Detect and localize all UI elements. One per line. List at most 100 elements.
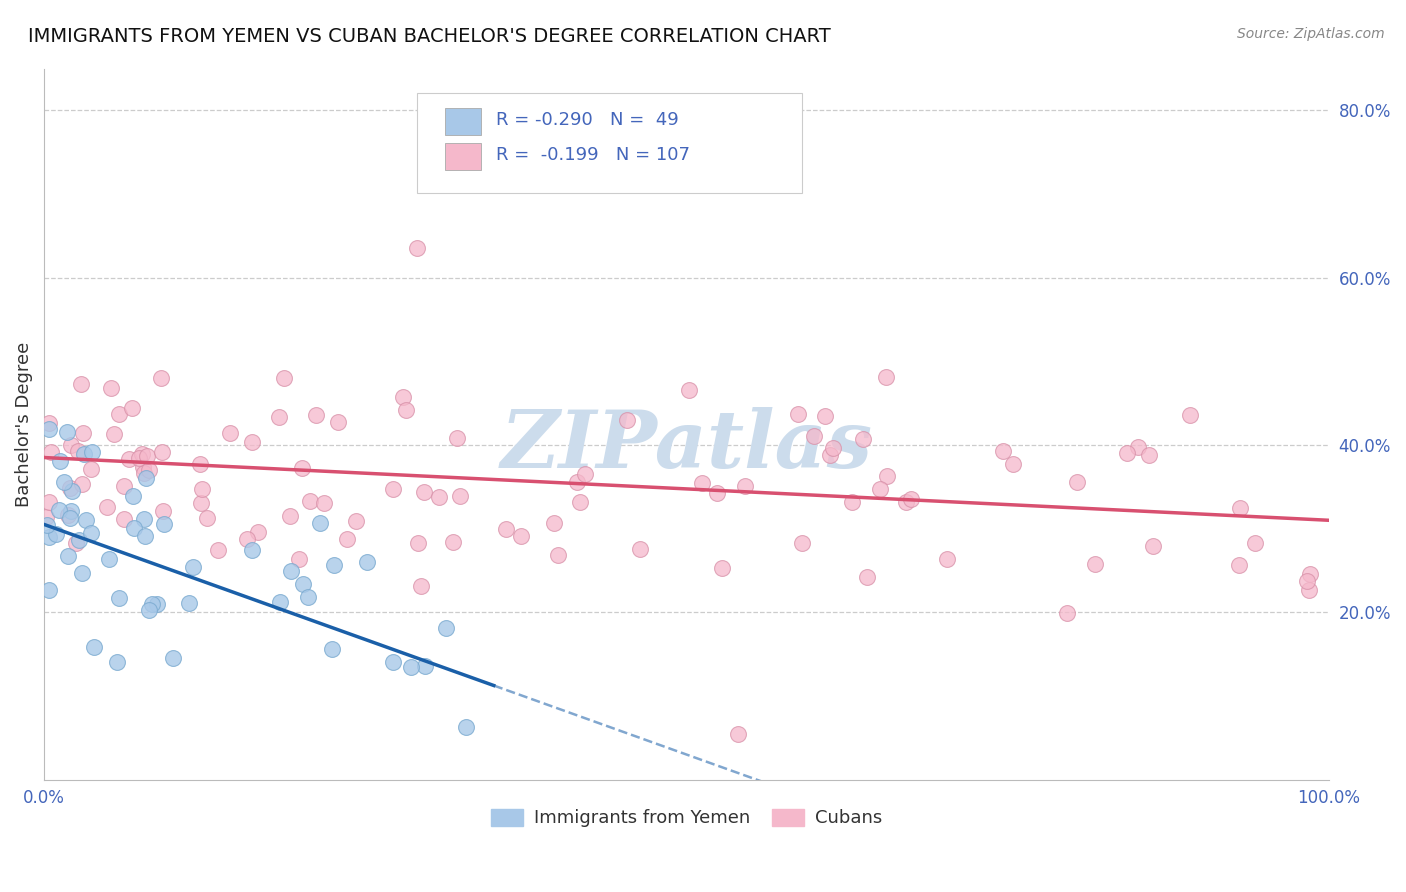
Point: [152, 504, 174, 518]
Point: [80, 445, 103, 459]
Point: [1298, 583, 1320, 598]
Point: [100, 381, 122, 395]
Point: [67, 533, 90, 548]
Point: [841, 494, 863, 508]
Point: [344, 514, 367, 528]
Point: [190, 496, 212, 510]
Point: [146, 598, 169, 612]
Point: [236, 533, 259, 547]
Point: [247, 525, 270, 540]
Point: [415, 658, 437, 673]
Point: [69, 376, 91, 391]
Point: [162, 650, 184, 665]
Point: [49, 454, 72, 468]
Point: [132, 459, 155, 474]
Point: [852, 433, 875, 447]
Point: [356, 555, 378, 569]
Point: [45, 527, 67, 541]
Point: [181, 560, 204, 574]
Point: [56, 508, 79, 523]
Point: [1056, 606, 1078, 620]
Point: [108, 591, 131, 606]
Point: [304, 408, 326, 422]
Point: [818, 448, 841, 462]
Point: [993, 444, 1015, 458]
Point: [240, 434, 263, 449]
Point: [1084, 557, 1107, 571]
Point: [876, 468, 898, 483]
Point: [103, 426, 125, 441]
Bar: [444, 108, 481, 135]
Point: [177, 596, 200, 610]
Point: [66, 444, 89, 458]
Point: [207, 542, 229, 557]
Point: [856, 570, 879, 584]
Point: [628, 541, 651, 556]
Point: [336, 532, 359, 546]
Point: [456, 720, 478, 734]
Point: [869, 482, 891, 496]
Point: [218, 425, 240, 440]
Point: [706, 486, 728, 500]
Point: [80, 462, 103, 476]
Point: [727, 726, 749, 740]
Point: [411, 579, 433, 593]
Point: [58, 481, 80, 495]
Y-axis label: Bachelor's Degree: Bachelor's Degree: [15, 342, 32, 507]
Point: [803, 429, 825, 443]
Point: [936, 552, 959, 566]
Point: [75, 513, 97, 527]
Point: [1299, 566, 1322, 581]
Point: [678, 383, 700, 397]
Point: [392, 390, 415, 404]
Point: [65, 536, 87, 550]
Point: [1244, 536, 1267, 550]
Point: [188, 458, 211, 472]
Point: [73, 447, 96, 461]
Point: [38, 417, 60, 431]
Point: [53, 475, 76, 489]
Point: [59, 511, 82, 525]
Point: [510, 528, 533, 542]
Point: [38, 494, 60, 508]
Point: [70, 566, 93, 581]
Point: [412, 485, 434, 500]
Point: [35, 517, 58, 532]
Point: [141, 597, 163, 611]
Point: [38, 422, 60, 436]
Point: [395, 403, 418, 417]
Point: [449, 489, 471, 503]
Point: [1066, 475, 1088, 489]
Point: [280, 565, 302, 579]
Point: [278, 508, 301, 523]
Point: [321, 642, 343, 657]
Bar: [444, 144, 481, 170]
Point: [1180, 408, 1202, 422]
Point: [48, 502, 70, 516]
Point: [326, 415, 349, 429]
Point: [405, 241, 427, 255]
Point: [543, 516, 565, 530]
Point: [38, 530, 60, 544]
Point: [269, 595, 291, 609]
Point: [240, 542, 263, 557]
Point: [150, 445, 173, 459]
Point: [314, 496, 336, 510]
Point: [823, 441, 845, 455]
Point: [565, 475, 588, 489]
Point: [322, 558, 344, 572]
Point: [132, 467, 155, 481]
Point: [35, 509, 58, 524]
Point: [1001, 458, 1024, 472]
Point: [131, 447, 153, 461]
Point: [1142, 539, 1164, 553]
Point: [787, 408, 810, 422]
FancyBboxPatch shape: [416, 94, 801, 193]
Point: [80, 526, 103, 541]
Point: [1137, 448, 1160, 462]
Point: [1126, 441, 1149, 455]
Point: [128, 451, 150, 466]
Point: [381, 655, 404, 669]
Text: R =  -0.199   N = 107: R = -0.199 N = 107: [496, 146, 690, 164]
Point: [291, 576, 314, 591]
